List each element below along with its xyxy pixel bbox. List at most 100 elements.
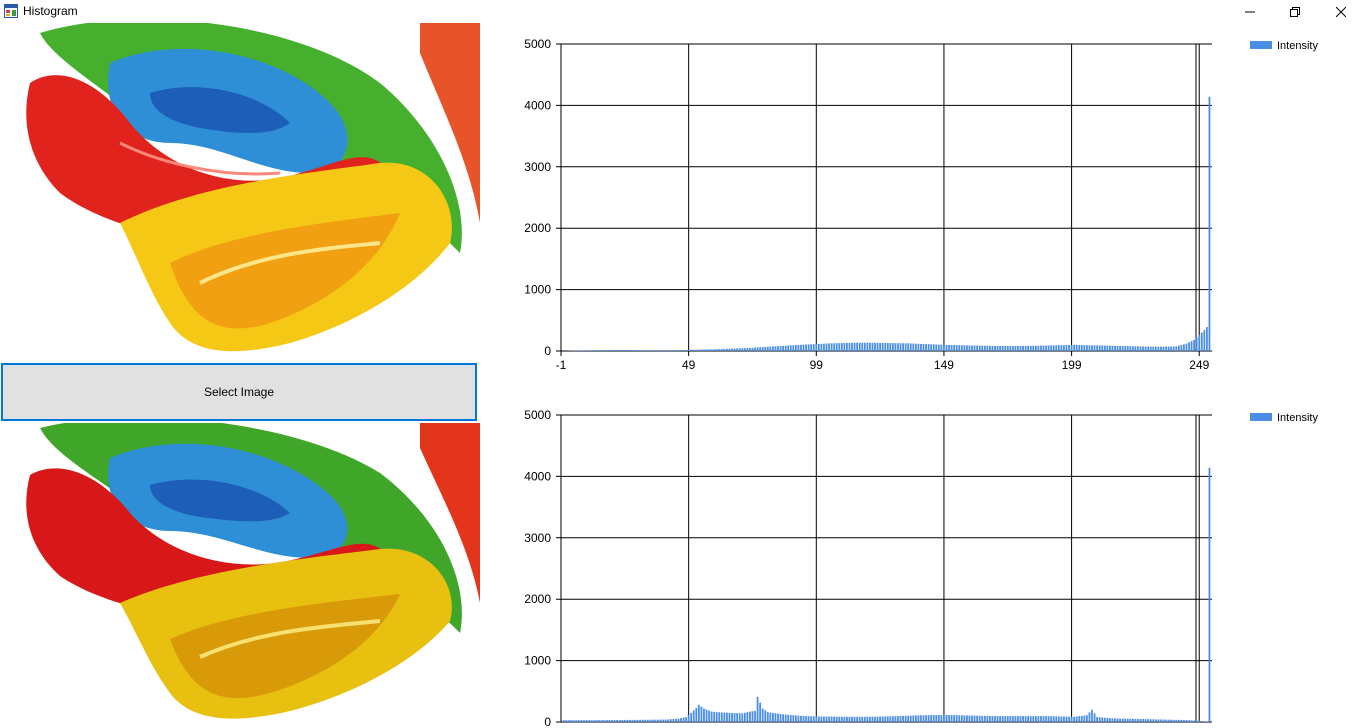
histogram-bar <box>1208 467 1211 722</box>
histogram-bar <box>940 715 943 722</box>
histogram-bar <box>759 347 762 351</box>
histogram-bar <box>932 715 935 722</box>
histogram-bar <box>580 720 583 722</box>
select-image-button[interactable]: Select Image <box>1 363 477 421</box>
histogram-bar <box>1154 719 1157 722</box>
histogram-bar <box>662 350 665 351</box>
histogram-bar <box>733 713 736 722</box>
histogram-bar <box>943 344 945 351</box>
histogram-bar <box>968 345 971 351</box>
histogram-bar <box>876 342 879 351</box>
histogram-bar <box>608 720 611 722</box>
histogram-bar <box>858 716 861 722</box>
histogram-bar <box>731 348 733 351</box>
histogram-bar <box>1124 346 1127 351</box>
histogram-bar <box>626 350 629 351</box>
histogram-bar <box>779 714 782 722</box>
histogram-bar <box>1075 716 1078 722</box>
legend-swatch <box>1250 41 1272 49</box>
histogram-bar <box>713 349 716 351</box>
legend-swatch <box>1250 413 1272 421</box>
histogram-bar <box>807 716 810 722</box>
histogram-bar <box>1004 346 1007 351</box>
histogram-bar <box>667 350 670 351</box>
histogram-bar <box>927 715 930 722</box>
histogram-bar <box>833 716 836 722</box>
histogram-bar <box>848 342 851 351</box>
histogram-bar <box>966 715 968 722</box>
histogram-bar <box>593 350 596 351</box>
histogram-bar <box>840 716 843 722</box>
histogram-bar <box>1124 718 1127 722</box>
histogram-bar <box>774 713 777 722</box>
histogram-bar <box>685 349 687 351</box>
histogram-bar <box>1198 720 1201 722</box>
histogram-bar <box>1144 346 1147 351</box>
histogram-bar <box>1157 346 1160 351</box>
y-tick-label: 2000 <box>524 592 551 606</box>
histogram-bar <box>958 345 961 351</box>
histogram-bar <box>687 714 690 722</box>
histogram-svg-original: 0 1000 2000 3000 4000 5000 -1 49 99 149 199 249 Inte… <box>524 37 1318 372</box>
histogram-bar <box>1029 345 1032 351</box>
histogram-bar <box>802 715 805 722</box>
histogram-bar <box>636 719 639 722</box>
histogram-bar <box>705 709 708 722</box>
histogram-bar <box>1177 345 1180 351</box>
histogram-bar <box>978 345 981 351</box>
histogram-bar <box>846 716 848 722</box>
histogram-bar <box>784 714 787 722</box>
histogram-bar <box>1198 335 1201 351</box>
histogram-bar <box>1050 716 1053 722</box>
histogram-bar <box>669 350 672 351</box>
histogram-bar <box>715 712 718 722</box>
histogram-bar <box>562 720 565 722</box>
histogram-bar <box>884 343 887 351</box>
histogram-bar <box>585 720 588 722</box>
histogram-bar <box>769 346 772 351</box>
histogram-bar <box>1075 344 1078 351</box>
y-tick-label: 0 <box>544 715 551 728</box>
y-tick-label: 5000 <box>524 408 551 422</box>
histogram-bar <box>1068 716 1070 722</box>
x-tick-label: 149 <box>934 358 954 372</box>
histogram-bar <box>1121 718 1124 722</box>
histogram-bar <box>820 343 823 351</box>
histogram-bar <box>802 344 805 351</box>
histogram-bar <box>728 712 731 722</box>
histogram-bar <box>830 343 833 351</box>
histogram-bar <box>715 349 718 351</box>
restore-icon <box>1290 6 1300 17</box>
close-button[interactable] <box>1318 0 1364 23</box>
histogram-bar <box>920 715 922 722</box>
histogram-bar <box>963 345 966 351</box>
histogram-bar <box>828 716 830 722</box>
histogram-bar <box>871 342 874 351</box>
histogram-bar <box>646 719 649 722</box>
histogram-bar <box>994 345 996 351</box>
histogram-bar <box>769 712 772 722</box>
minimize-button[interactable] <box>1227 0 1273 23</box>
maximize-button[interactable] <box>1272 0 1318 23</box>
histogram-bar <box>955 345 958 351</box>
histogram-bar <box>851 342 853 351</box>
histogram-bar <box>978 715 981 722</box>
histogram-bar <box>751 711 754 722</box>
histogram-bar <box>1137 718 1139 722</box>
histogram-bar <box>943 714 945 722</box>
histogram-bar <box>1024 716 1027 722</box>
histogram-bar <box>728 348 731 351</box>
histogram-bar <box>904 715 907 722</box>
histogram-bar <box>690 712 693 722</box>
histogram-bar <box>902 343 904 351</box>
histogram-bar <box>613 720 616 722</box>
histogram-bar <box>846 342 848 351</box>
histogram-bar <box>1034 345 1037 351</box>
histogram-bar <box>1129 346 1132 351</box>
histogram-bar <box>989 345 991 351</box>
histogram-bar <box>1131 346 1134 351</box>
histogram-bar <box>1103 345 1106 351</box>
histogram-bar <box>662 719 665 722</box>
histogram-bar <box>1203 330 1206 351</box>
histogram-bar <box>634 719 636 722</box>
